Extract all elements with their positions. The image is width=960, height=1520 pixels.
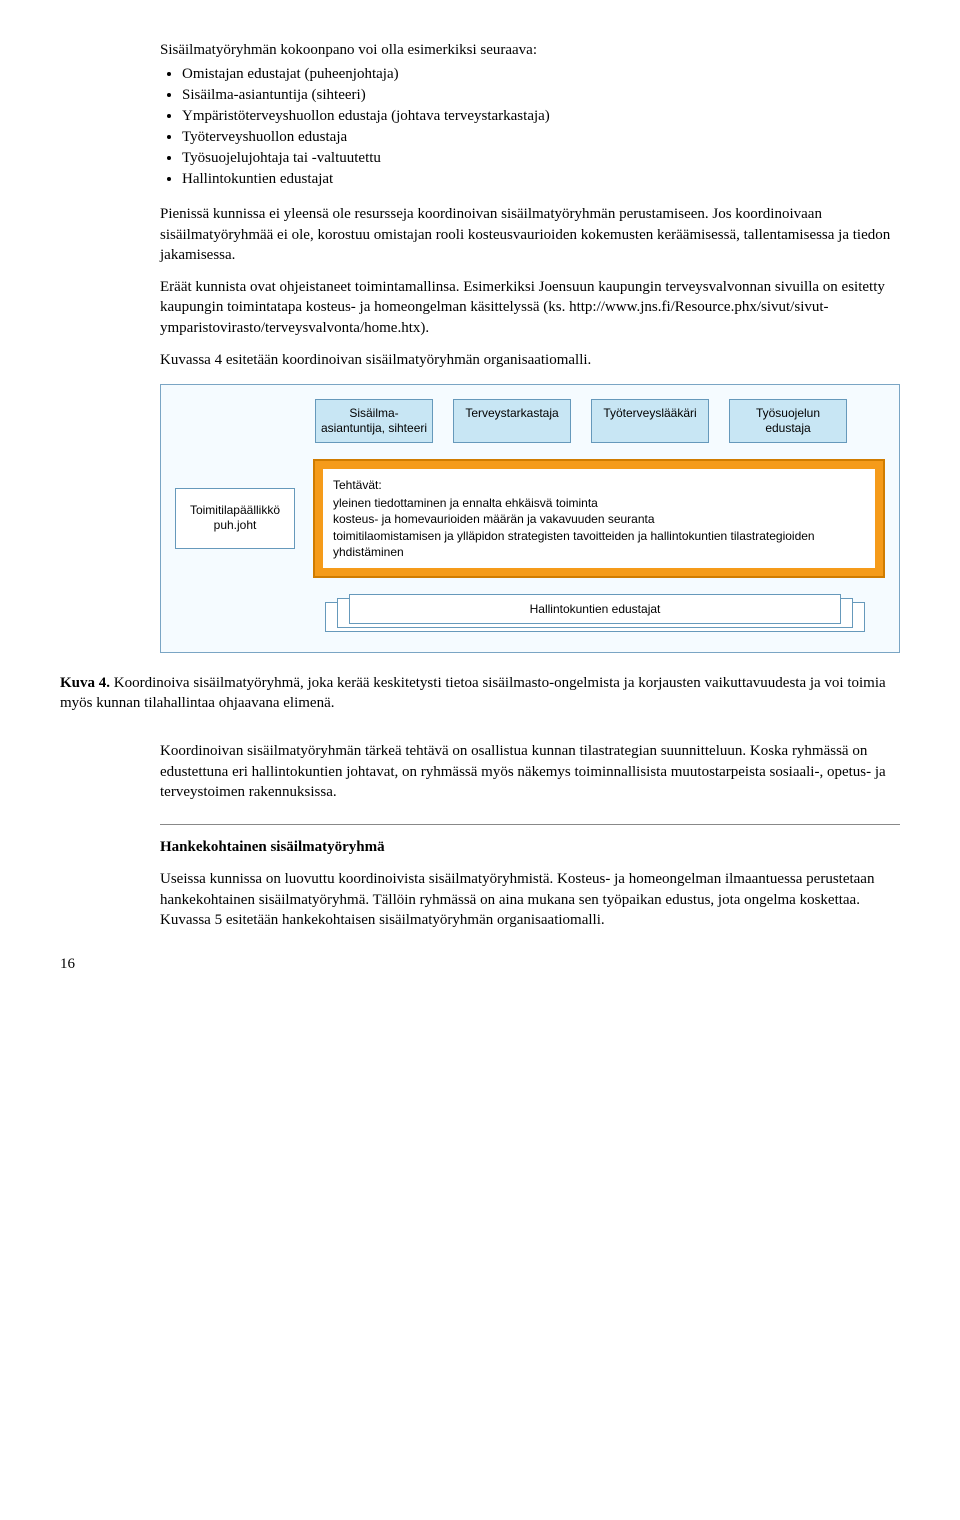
diagram-box: Terveystarkastaja (453, 399, 571, 443)
list-item: Hallintokuntien edustajat (182, 169, 900, 190)
paragraph: Pienissä kunnissa ei yleensä ole resurss… (160, 204, 900, 265)
list-item: Sisäilma-asiantuntija (sihteeri) (182, 85, 900, 106)
figure-number: Kuva 4. (60, 675, 110, 691)
list-item: Omistajan edustajat (puheenjohtaja) (182, 64, 900, 85)
paragraph: Eräät kunnista ovat ohjeistaneet toimint… (160, 277, 900, 338)
paragraph: Kuvassa 4 esitetään koordinoivan sisäilm… (160, 350, 900, 370)
task-line: kosteus- ja homevaurioiden määrän ja vak… (333, 511, 865, 527)
diagram-tasks-inner: Tehtävät: yleinen tiedottaminen ja ennal… (323, 469, 875, 568)
diagram-mid-row: Toimitilapäällikkö puh.joht Tehtävät: yl… (175, 459, 885, 578)
section-separator (160, 824, 900, 825)
task-line: yleinen tiedottaminen ja ennalta ehkäisv… (333, 495, 865, 511)
diagram-box: Työsuojelun edustaja (729, 399, 847, 443)
section-heading: Hankekohtainen sisäilmatyöryhmä (160, 837, 900, 857)
list-item: Ympäristöterveyshuollon edustaja (johtav… (182, 106, 900, 127)
diagram-top-row: Sisäilma-asiantuntija, sihteeri Terveyst… (315, 399, 885, 443)
diagram-left-box: Toimitilapäällikkö puh.joht (175, 488, 295, 549)
diagram-box: Työterveyslääkäri (591, 399, 709, 443)
diagram-bottom-stack: Hallintokuntien edustajat (325, 594, 865, 632)
intro-text: Sisäilmatyöryhmän kokoonpano voi olla es… (160, 40, 900, 60)
page-number: 16 (60, 956, 900, 973)
diagram-tasks-box: Tehtävät: yleinen tiedottaminen ja ennal… (313, 459, 885, 578)
list-item: Työsuojelujohtaja tai -valtuutettu (182, 148, 900, 169)
org-diagram: Sisäilma-asiantuntija, sihteeri Terveyst… (160, 384, 900, 653)
figure-text: Koordinoiva sisäilmatyöryhmä, joka kerää… (60, 675, 886, 711)
list-item: Työterveyshuollon edustaja (182, 127, 900, 148)
diagram-box: Sisäilma-asiantuntija, sihteeri (315, 399, 433, 443)
tasks-title: Tehtävät: (333, 477, 865, 493)
paragraph: Useissa kunnissa on luovuttu koordinoivi… (160, 869, 900, 930)
diagram-bottom-label: Hallintokuntien edustajat (349, 594, 841, 624)
diagram-bottom-row: Hallintokuntien edustajat (325, 594, 865, 632)
member-list: Omistajan edustajat (puheenjohtaja) Sisä… (182, 64, 900, 190)
figure-4-caption: Kuva 4. Koordinoiva sisäilmatyöryhmä, jo… (60, 673, 900, 714)
task-line: toimitilaomistamisen ja ylläpidon strate… (333, 528, 865, 560)
paragraph: Koordinoivan sisäilmatyöryhmän tärkeä te… (160, 741, 900, 802)
